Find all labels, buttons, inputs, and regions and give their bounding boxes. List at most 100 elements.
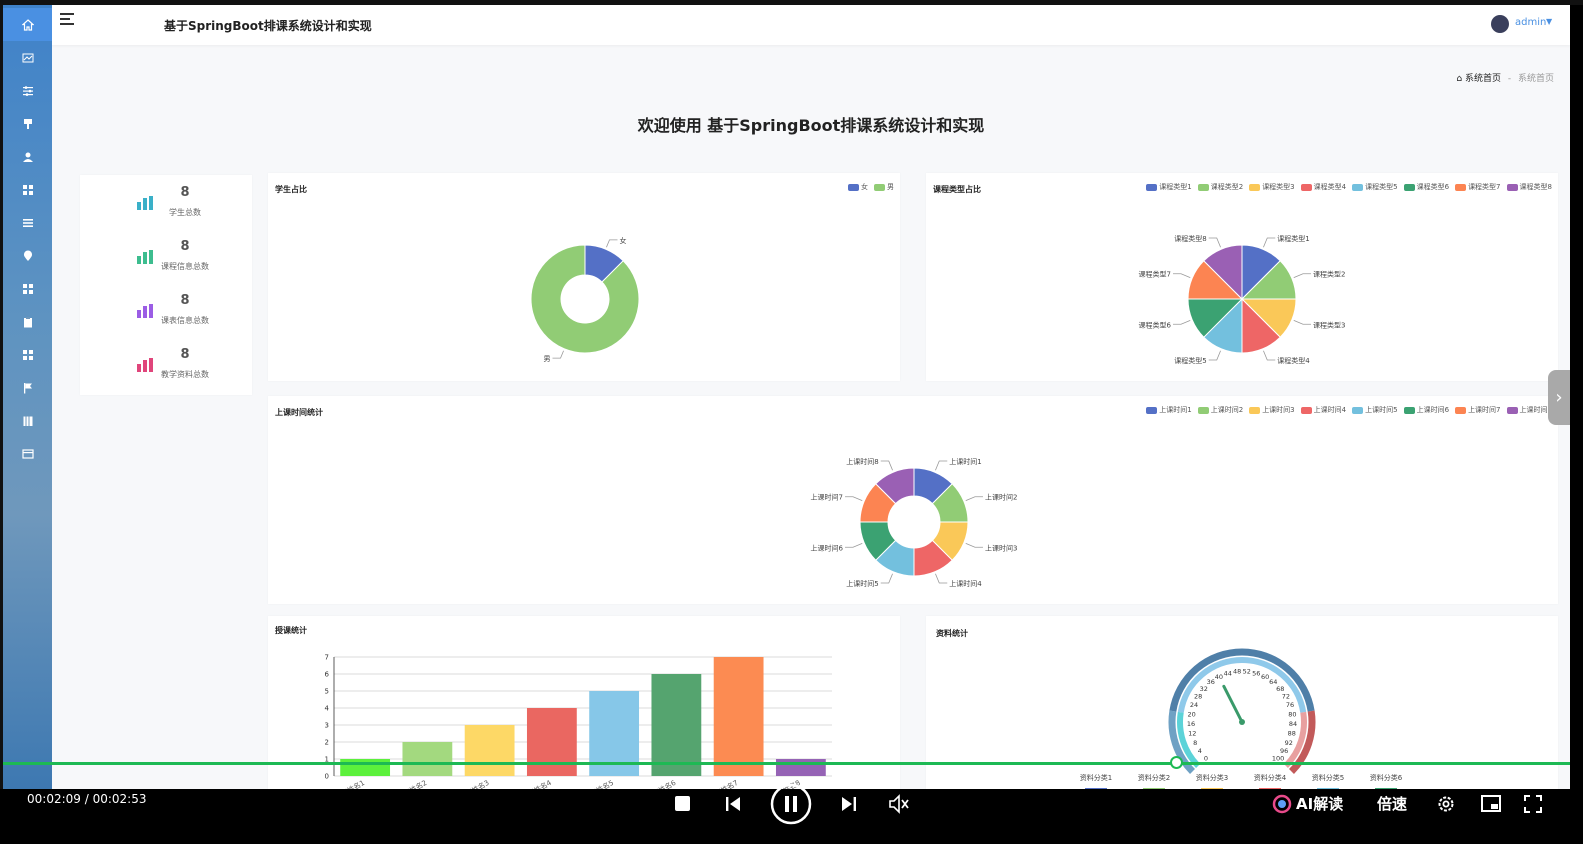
bar-chart-icon bbox=[137, 358, 153, 372]
chart-legend[interactable]: 课程类型1 课程类型2 课程类型3 课程类型4 课程类型5 课程类型6 课程类型7 课程类型8 bbox=[1146, 182, 1552, 192]
legend-item[interactable]: 上课时间4 bbox=[1300, 405, 1347, 415]
slice-label: 上课时间5 bbox=[846, 579, 878, 588]
legend-label: 上课时间5 bbox=[1365, 406, 1398, 414]
category-bar[interactable] bbox=[1143, 788, 1165, 789]
slice-label: 课程类型2 bbox=[1313, 270, 1345, 279]
course-type-chart: 课程类型1 课程类型2 课程类型3 课程类型4 课程类型5 课程类型6 课程类型7 课程类型8 bbox=[1139, 234, 1346, 365]
legend-item[interactable]: 课程类型5 bbox=[1352, 182, 1398, 192]
chart-legend[interactable]: 女男 bbox=[848, 182, 894, 192]
fullscreen-icon[interactable] bbox=[1523, 794, 1543, 814]
home-icon[interactable] bbox=[3, 8, 52, 41]
menu-toggle-icon[interactable] bbox=[60, 13, 74, 25]
student-ratio-chart: 女男 bbox=[530, 236, 640, 363]
video-progress-bar[interactable] bbox=[3, 762, 1570, 765]
ai-interpret-button[interactable]: AI解读 bbox=[1296, 795, 1344, 813]
user-menu[interactable]: admin bbox=[1515, 17, 1547, 28]
bar[interactable] bbox=[464, 725, 515, 776]
y-tick-label: 1 bbox=[325, 756, 329, 764]
legend-item[interactable]: 课程类型8 bbox=[1506, 182, 1552, 192]
gauge-tick-label: 84 bbox=[1289, 720, 1297, 728]
legend-item[interactable]: 课程类型3 bbox=[1249, 182, 1295, 192]
grid-icon[interactable] bbox=[3, 173, 52, 206]
picture-in-picture-icon[interactable] bbox=[1480, 794, 1502, 814]
legend-item[interactable]: 上课时间7 bbox=[1455, 405, 1501, 415]
card-icon[interactable] bbox=[3, 437, 52, 470]
student-ratio-panel: 学生占比 女男 女男 bbox=[268, 173, 900, 381]
user-icon[interactable] bbox=[3, 140, 52, 173]
bar[interactable] bbox=[651, 674, 702, 776]
label-line bbox=[845, 543, 863, 548]
category-bar[interactable] bbox=[1259, 788, 1281, 789]
brush-icon[interactable] bbox=[3, 107, 52, 140]
sliders-icon[interactable] bbox=[3, 74, 52, 107]
legend-label: 上课时间4 bbox=[1313, 406, 1347, 414]
bar[interactable] bbox=[526, 708, 577, 776]
slice-label: 女 bbox=[619, 236, 626, 245]
stat-students: 8 学生总数 bbox=[80, 183, 252, 233]
legend-item[interactable]: 上课时间6 bbox=[1403, 405, 1449, 415]
panel-title: 上课时间统计 bbox=[275, 408, 323, 417]
breadcrumb-home[interactable]: 系统首页 bbox=[1464, 74, 1501, 84]
gauge-tick-label: 28 bbox=[1194, 693, 1202, 701]
bar[interactable] bbox=[713, 657, 764, 776]
pie-slice[interactable] bbox=[875, 467, 915, 505]
legend-item[interactable]: 课程类型4 bbox=[1300, 182, 1346, 192]
legend-item[interactable]: 上课时间1 bbox=[1146, 405, 1192, 415]
legend-item[interactable]: 课程类型7 bbox=[1455, 182, 1501, 192]
y-tick-label: 3 bbox=[325, 722, 329, 730]
legend-label: 女 bbox=[861, 183, 868, 191]
bar-chart-icon bbox=[137, 196, 153, 210]
legend-label: 上课时间2 bbox=[1210, 406, 1244, 414]
top-bar bbox=[0, 0, 1583, 5]
x-tick-label: 教师姓名6 bbox=[645, 778, 678, 789]
avatar[interactable] bbox=[1491, 15, 1509, 33]
legend-label: 课程类型2 bbox=[1210, 183, 1244, 191]
slice-label: 课程类型8 bbox=[1174, 234, 1206, 243]
book-icon[interactable] bbox=[3, 404, 52, 437]
stop-icon[interactable] bbox=[675, 796, 690, 811]
legend-item[interactable]: 上课时间2 bbox=[1197, 405, 1244, 415]
legend-item[interactable]: 课程类型2 bbox=[1197, 182, 1244, 192]
previous-icon[interactable] bbox=[724, 795, 742, 813]
legend-item[interactable]: 女 bbox=[848, 182, 868, 192]
bar[interactable] bbox=[589, 691, 640, 776]
gauge-inner-mid bbox=[1177, 657, 1307, 713]
category-bar[interactable] bbox=[1317, 788, 1339, 789]
legend-item[interactable]: 上课时间3 bbox=[1249, 405, 1295, 415]
legend-item[interactable]: 课程类型1 bbox=[1146, 182, 1192, 192]
home-small-icon: ⌂ bbox=[1456, 74, 1463, 84]
flag-icon[interactable] bbox=[3, 371, 52, 404]
grid-icon[interactable] bbox=[3, 272, 52, 305]
next-icon[interactable] bbox=[840, 795, 858, 813]
grid-icon[interactable] bbox=[3, 338, 52, 371]
playback-speed-button[interactable]: 倍速 bbox=[1377, 795, 1408, 813]
legend-swatch bbox=[1506, 183, 1518, 191]
stat-value: 8 bbox=[180, 347, 190, 362]
slice-label: 上课时间3 bbox=[985, 543, 1017, 552]
chart-legend[interactable]: 上课时间1 上课时间2 上课时间3 上课时间4 上课时间5 上课时间6 上课时间7 上课时间8 bbox=[1146, 405, 1552, 415]
caret-down-icon[interactable]: ▼ bbox=[1546, 17, 1553, 26]
pie-slice[interactable] bbox=[530, 244, 640, 354]
category-label: 资料分类4 bbox=[1254, 773, 1287, 782]
legend-swatch bbox=[1506, 406, 1518, 414]
progress-handle[interactable] bbox=[1170, 756, 1183, 769]
settings-gear-icon[interactable] bbox=[1436, 794, 1456, 814]
chart-icon[interactable] bbox=[3, 41, 52, 74]
bar[interactable] bbox=[402, 742, 453, 776]
category-bar[interactable] bbox=[1375, 788, 1397, 789]
legend-swatch bbox=[1146, 183, 1158, 191]
location-icon[interactable] bbox=[3, 239, 52, 272]
mute-icon[interactable] bbox=[888, 794, 910, 814]
legend-label: 上课时间3 bbox=[1262, 406, 1295, 414]
category-bar[interactable] bbox=[1085, 788, 1107, 789]
chevron-right-icon[interactable]: › bbox=[1548, 370, 1570, 425]
legend-item[interactable]: 上课时间5 bbox=[1352, 405, 1398, 415]
legend-item[interactable]: 上课时间8 bbox=[1506, 405, 1552, 415]
clipboard-icon[interactable] bbox=[3, 305, 52, 338]
list-icon[interactable] bbox=[3, 206, 52, 239]
pause-icon[interactable] bbox=[770, 783, 812, 825]
pie-slice[interactable] bbox=[1203, 244, 1243, 301]
legend-item[interactable]: 男 bbox=[874, 182, 894, 192]
category-bar[interactable] bbox=[1201, 788, 1223, 789]
legend-item[interactable]: 课程类型6 bbox=[1403, 182, 1449, 192]
